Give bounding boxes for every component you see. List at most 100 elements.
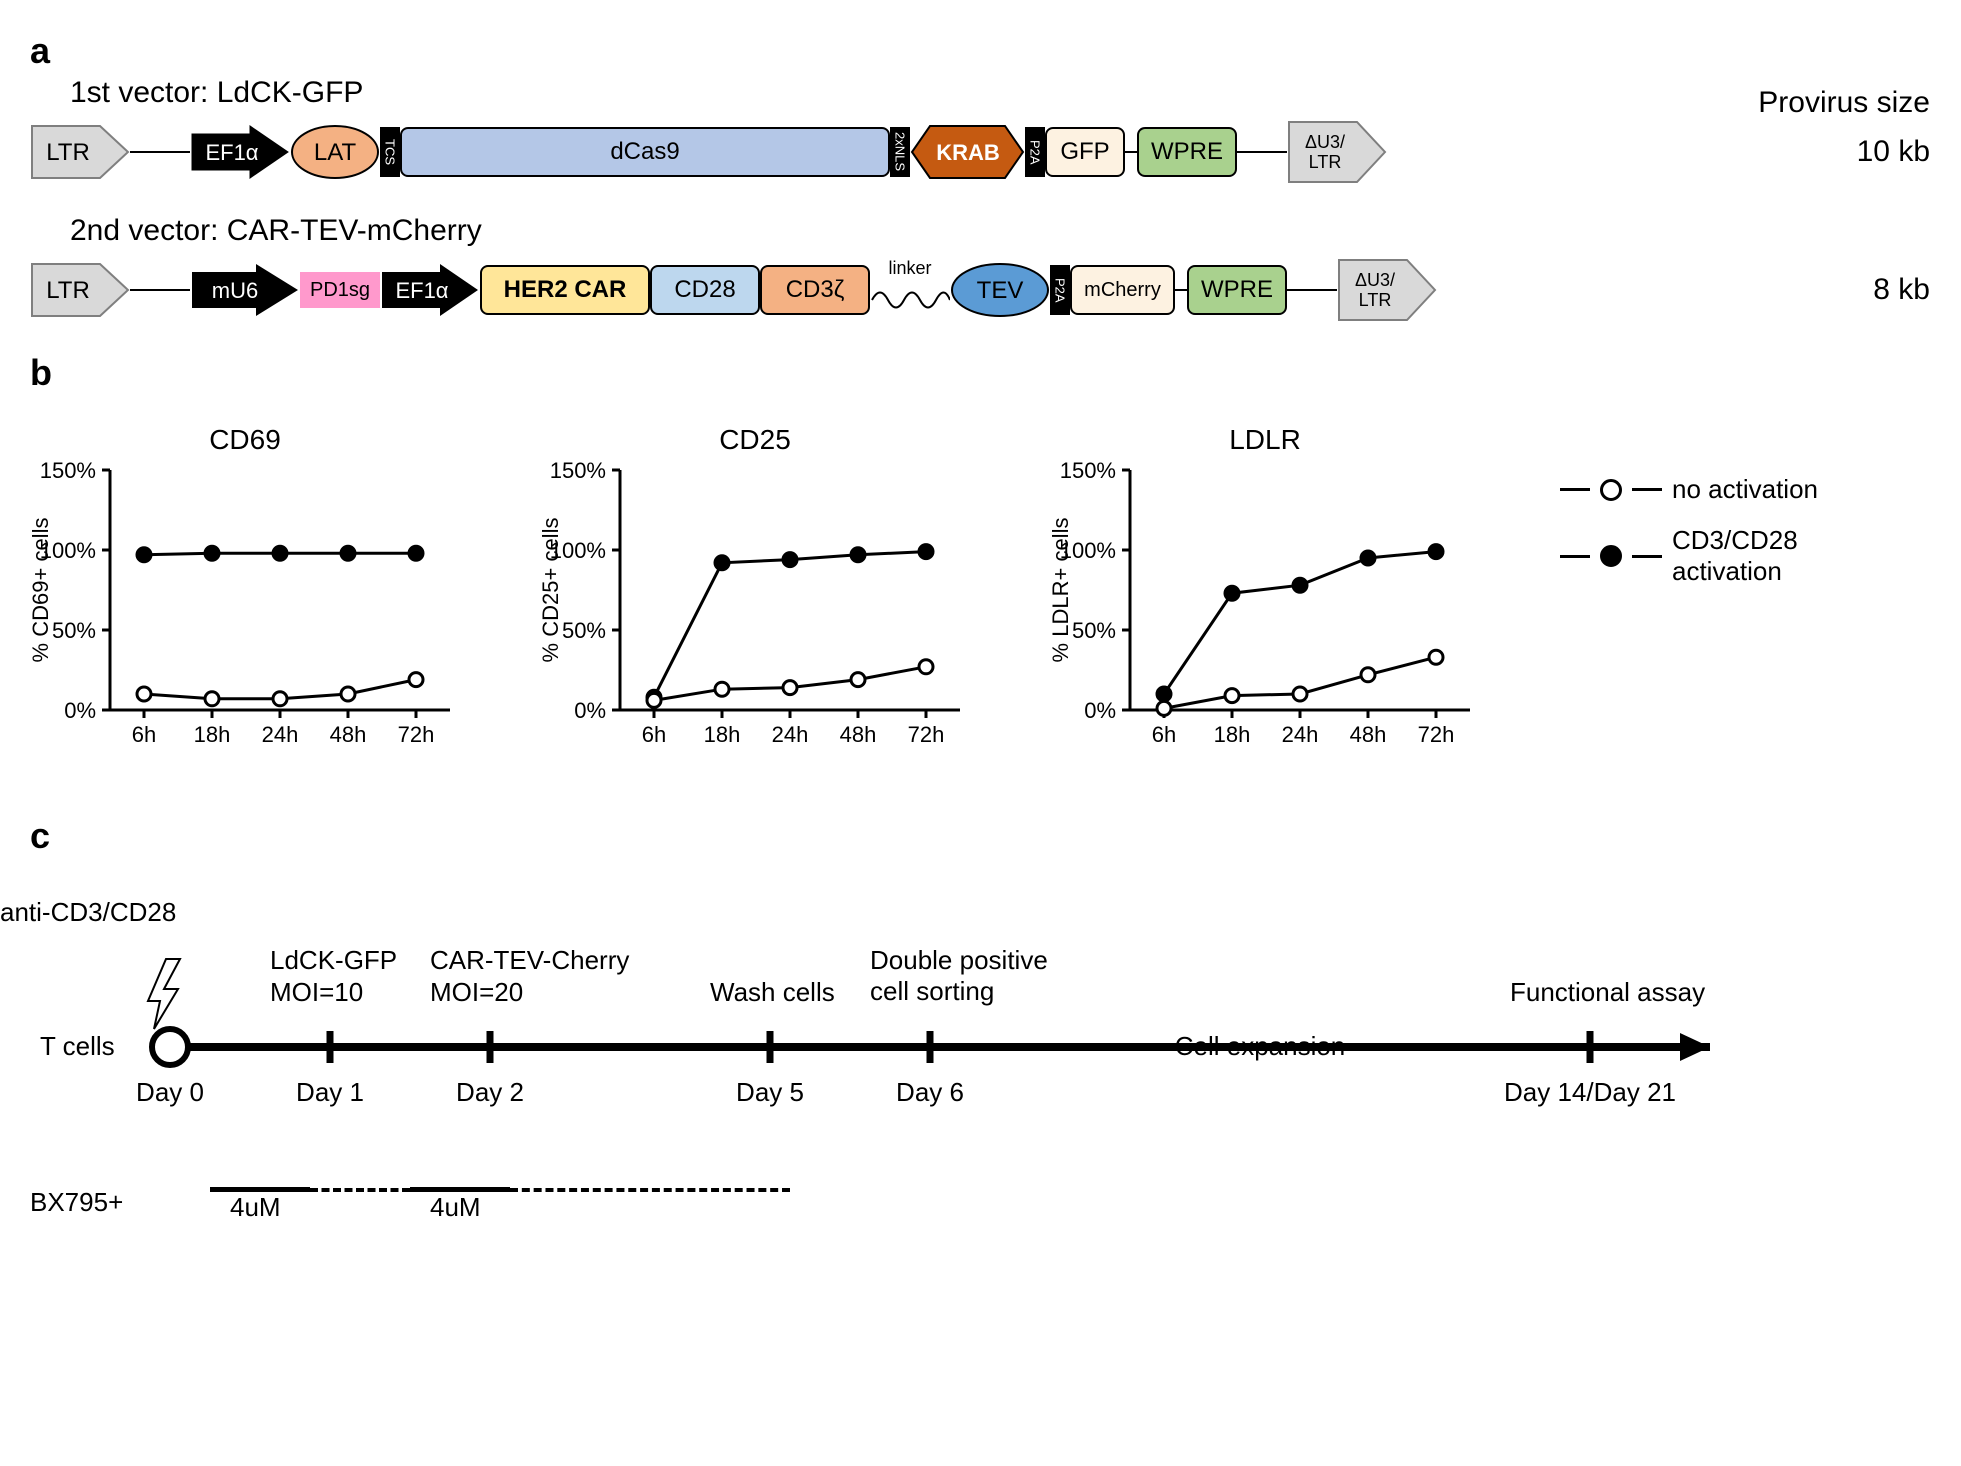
tev-oval: TEV <box>950 262 1050 318</box>
svg-text:EF1α: EF1α <box>205 140 258 165</box>
provirus1-value: 10 kb <box>1770 135 1930 169</box>
figure-container: a 1st vector: LdCK-GFP Provirus size LTR… <box>30 30 1930 1223</box>
du3ltr-shape-2: ΔU3/ LTR <box>1337 258 1437 322</box>
linker-squiggle: linker <box>870 260 950 320</box>
svg-text:50%: 50% <box>52 618 96 643</box>
svg-text:ΔU3/: ΔU3/ <box>1355 270 1395 290</box>
timeline-label: Double positive cell sorting <box>870 945 1048 1007</box>
timeline-svg <box>30 897 1830 1157</box>
ltr-shape: LTR <box>30 124 130 180</box>
svg-text:mU6: mU6 <box>212 278 258 303</box>
svg-text:48h: 48h <box>840 722 877 747</box>
svg-text:150%: 150% <box>550 460 606 483</box>
svg-text:48h: 48h <box>1350 722 1387 747</box>
wpre-box-1: WPRE <box>1137 127 1237 177</box>
svg-text:% CD25+ cells: % CD25+ cells <box>540 518 563 663</box>
timeline-label: MOI=10 <box>270 977 363 1008</box>
mcherry-box: mCherry <box>1070 265 1175 315</box>
gfp-box: GFP <box>1045 127 1125 177</box>
bx795-label: BX795+ <box>30 1187 210 1218</box>
svg-text:EF1α: EF1α <box>395 278 448 303</box>
chart-title-1: CD25 <box>540 424 970 456</box>
svg-text:LAT: LAT <box>314 139 357 166</box>
legend-no-activation: no activation <box>1560 474 1818 505</box>
panel-c-label: c <box>30 815 1930 857</box>
ef1a-arrow-2: EF1α <box>380 262 480 318</box>
p2a-tag-2: P2A <box>1050 265 1070 315</box>
bx-track: 4uM 4uM <box>210 1187 790 1223</box>
svg-text:KRAB: KRAB <box>936 140 1000 165</box>
svg-text:LTR: LTR <box>46 139 90 166</box>
vector2-row: LTR mU6 PD1sg EF1α HER2 CAR CD28 CD3ζ li… <box>30 258 1930 322</box>
svg-text:24h: 24h <box>1282 722 1319 747</box>
provirus-header: Provirus size <box>1758 86 1930 120</box>
svg-text:18h: 18h <box>1214 722 1251 747</box>
timeline-label: Functional assay <box>1510 977 1705 1008</box>
panel-b-label: b <box>30 352 1930 394</box>
ef1a-arrow: EF1α <box>190 124 290 180</box>
svg-text:48h: 48h <box>330 722 367 747</box>
timeline-label: MOI=20 <box>430 977 523 1008</box>
charts-row: CD69 0%50%100%150%6h18h24h48h72h% CD69+ … <box>30 424 1930 765</box>
svg-text:0%: 0% <box>1084 698 1116 723</box>
svg-text:6h: 6h <box>132 722 156 747</box>
svg-text:150%: 150% <box>40 460 96 483</box>
timeline-label: Cell expansion <box>1175 1031 1346 1062</box>
provirus2-value: 8 kb <box>1770 273 1930 307</box>
chart-legend: no activation CD3/CD28 activation <box>1560 474 1818 607</box>
chart-svg-0: 0%50%100%150%6h18h24h48h72h% CD69+ cells <box>30 460 460 760</box>
cd3z-box: CD3ζ <box>760 265 870 315</box>
nls-tag: 2xNLS <box>890 127 910 177</box>
chart-svg-1: 0%50%100%150%6h18h24h48h72h% CD25+ cells <box>540 460 970 760</box>
vector1-title: 1st vector: LdCK-GFP <box>70 76 363 110</box>
panel-a: a 1st vector: LdCK-GFP Provirus size LTR… <box>30 30 1930 322</box>
bx-dose2: 4uM <box>410 1192 610 1223</box>
cd28-box: CD28 <box>650 265 760 315</box>
svg-text:72h: 72h <box>398 722 435 747</box>
timeline-label: Day 5 <box>736 1077 804 1108</box>
svg-text:50%: 50% <box>1072 618 1116 643</box>
chart-svg-2: 0%50%100%150%6h18h24h48h72h% LDLR+ cells <box>1050 460 1480 760</box>
svg-text:0%: 0% <box>574 698 606 723</box>
svg-text:LTR: LTR <box>46 277 90 304</box>
du3ltr-shape-1: ΔU3/ LTR <box>1287 120 1387 184</box>
timeline: anti-CD3/CD28T cellsLdCK-GFPMOI=10CAR-TE… <box>30 897 1930 1157</box>
vector2-title: 2nd vector: CAR-TEV-mCherry <box>70 214 1930 248</box>
timeline-label: Day 2 <box>456 1077 524 1108</box>
timeline-label: Day 6 <box>896 1077 964 1108</box>
chart-title-0: CD69 <box>30 424 460 456</box>
tcs-tag: TCS <box>380 127 400 177</box>
svg-text:0%: 0% <box>64 698 96 723</box>
legend-filled-label: CD3/CD28 activation <box>1672 525 1798 587</box>
dcas9-box: dCas9 <box>400 127 890 177</box>
chart-cd69: CD69 0%50%100%150%6h18h24h48h72h% CD69+ … <box>30 424 460 765</box>
chart-ldlr: LDLR 0%50%100%150%6h18h24h48h72h% LDLR+ … <box>1050 424 1480 765</box>
svg-text:50%: 50% <box>562 618 606 643</box>
p2a-tag-1: P2A <box>1025 127 1045 177</box>
timeline-label: Day 1 <box>296 1077 364 1108</box>
mu6-arrow: mU6 <box>190 262 300 318</box>
wpre-box-2: WPRE <box>1187 265 1287 315</box>
svg-text:72h: 72h <box>1418 722 1455 747</box>
legend-activation: CD3/CD28 activation <box>1560 525 1818 587</box>
svg-text:18h: 18h <box>704 722 741 747</box>
ltr-shape-2: LTR <box>30 262 130 318</box>
svg-text:150%: 150% <box>1060 460 1116 483</box>
timeline-label: anti-CD3/CD28 <box>0 897 176 928</box>
svg-text:% CD69+ cells: % CD69+ cells <box>30 518 53 663</box>
timeline-label: LdCK-GFP <box>270 945 397 976</box>
timeline-label: Day 0 <box>136 1077 204 1108</box>
svg-text:LTR: LTR <box>1359 290 1392 310</box>
timeline-label: Wash cells <box>710 977 835 1008</box>
vector1-row: LTR EF1α LAT TCS dCas9 2xNLS KRAB P2A GF… <box>30 120 1930 184</box>
timeline-label: T cells <box>40 1031 115 1062</box>
svg-text:18h: 18h <box>194 722 231 747</box>
svg-text:24h: 24h <box>772 722 809 747</box>
svg-text:24h: 24h <box>262 722 299 747</box>
krab-hex: KRAB <box>910 124 1025 180</box>
svg-text:LTR: LTR <box>1309 152 1342 172</box>
svg-text:ΔU3/: ΔU3/ <box>1305 132 1345 152</box>
chart-title-2: LDLR <box>1050 424 1480 456</box>
timeline-label: CAR-TEV-Cherry <box>430 945 629 976</box>
panel-a-label: a <box>30 30 50 72</box>
